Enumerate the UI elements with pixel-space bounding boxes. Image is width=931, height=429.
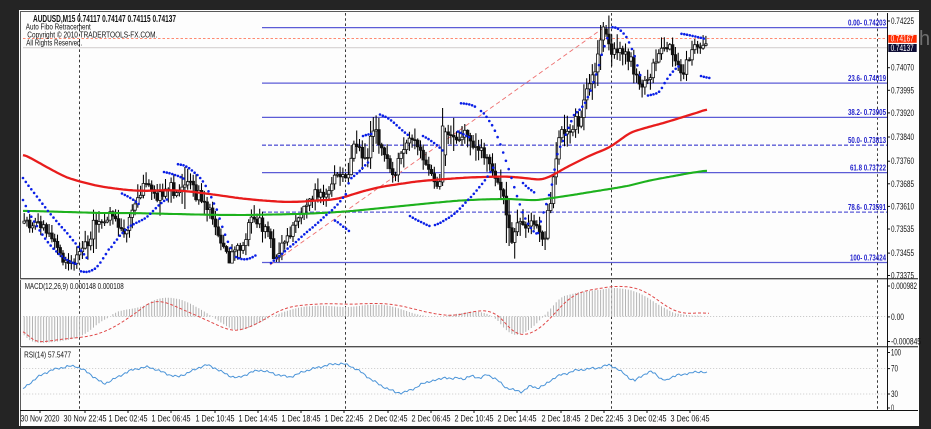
svg-text:RSI(14) 57.5477: RSI(14) 57.5477 [24,350,71,360]
svg-text:0: 0 [891,403,894,413]
svg-text:0.73685: 0.73685 [891,179,914,189]
svg-text:0.00: 0.00 [891,312,904,322]
svg-text:AUDUSD,M15 0.74117 0.74147 0.: AUDUSD,M15 0.74117 0.74147 0.74115 0.741… [33,14,176,25]
svg-text:30 Nov 2020: 30 Nov 2020 [21,414,60,424]
svg-text:0.73455: 0.73455 [891,248,914,258]
svg-text:1 Dec 02:45: 1 Dec 02:45 [109,414,148,424]
svg-text:0.000982: 0.000982 [891,281,917,291]
svg-text:Auto Fibo Retracement: Auto Fibo Retracement [26,22,91,32]
svg-text:61.8 0.73722: 61.8 0.73722 [850,162,886,172]
svg-text:Copyright © 2010 TRADERTOOLS-F: Copyright © 2010 TRADERTOOLS-FX.COM. [27,29,157,39]
svg-text:0.73840: 0.73840 [891,132,914,142]
svg-text:All Rights Reserved.: All Rights Reserved. [26,38,82,48]
svg-text:0.74070: 0.74070 [891,63,914,73]
svg-text:0.73535: 0.73535 [891,224,914,234]
svg-text:-0.000845: -0.000845 [891,337,921,347]
svg-text:100- 0.73424: 100- 0.73424 [850,252,886,262]
svg-text:78.6- 0.73591: 78.6- 0.73591 [848,202,886,212]
svg-text:100: 100 [891,348,901,358]
svg-text:0.73920: 0.73920 [891,108,914,118]
svg-text:0.74167: 0.74167 [891,34,914,44]
svg-text:2 Dec 18:45: 2 Dec 18:45 [542,414,581,424]
svg-text:MACD(12,26,9) 0.000148 0.00010: MACD(12,26,9) 0.000148 0.000108 [25,281,124,291]
svg-text:30: 30 [891,389,898,399]
svg-text:0.73760: 0.73760 [891,156,914,166]
svg-text:3 Dec 06:45: 3 Dec 06:45 [671,414,710,424]
svg-text:0.73995: 0.73995 [891,85,914,95]
svg-text:1 Dec 22:45: 1 Dec 22:45 [325,414,364,424]
svg-text:ho: ho [919,28,931,50]
svg-text:0.74225: 0.74225 [891,16,914,26]
svg-text:2 Dec 14:45: 2 Dec 14:45 [498,414,537,424]
svg-text:0.73375: 0.73375 [891,271,914,281]
svg-text:2 Dec 22:45: 2 Dec 22:45 [585,414,624,424]
svg-text:1 Dec 18:45: 1 Dec 18:45 [282,414,321,424]
svg-text:2 Dec 02:45: 2 Dec 02:45 [369,414,408,424]
svg-text:0.00- 0.74203: 0.00- 0.74203 [848,17,886,27]
svg-text:70: 70 [891,364,898,374]
svg-text:3 Dec 02:45: 3 Dec 02:45 [628,414,667,424]
svg-text:1 Dec 10:45: 1 Dec 10:45 [196,414,235,424]
svg-text:2 Dec 10:45: 2 Dec 10:45 [455,414,494,424]
svg-text:2 Dec 06:45: 2 Dec 06:45 [412,414,451,424]
svg-text:0.74137: 0.74137 [891,43,914,53]
svg-text:23.6- 0.74019: 23.6- 0.74019 [848,73,886,83]
svg-text:50.0- 0.73813: 50.0- 0.73813 [848,135,886,145]
svg-text:38.2- 0.73905: 38.2- 0.73905 [848,107,886,117]
svg-text:1 Dec 06:45: 1 Dec 06:45 [152,414,191,424]
svg-text:1 Dec 14:45: 1 Dec 14:45 [239,414,278,424]
svg-text:30 Nov 22:45: 30 Nov 22:45 [64,414,107,424]
svg-text:0.73610: 0.73610 [891,201,914,211]
